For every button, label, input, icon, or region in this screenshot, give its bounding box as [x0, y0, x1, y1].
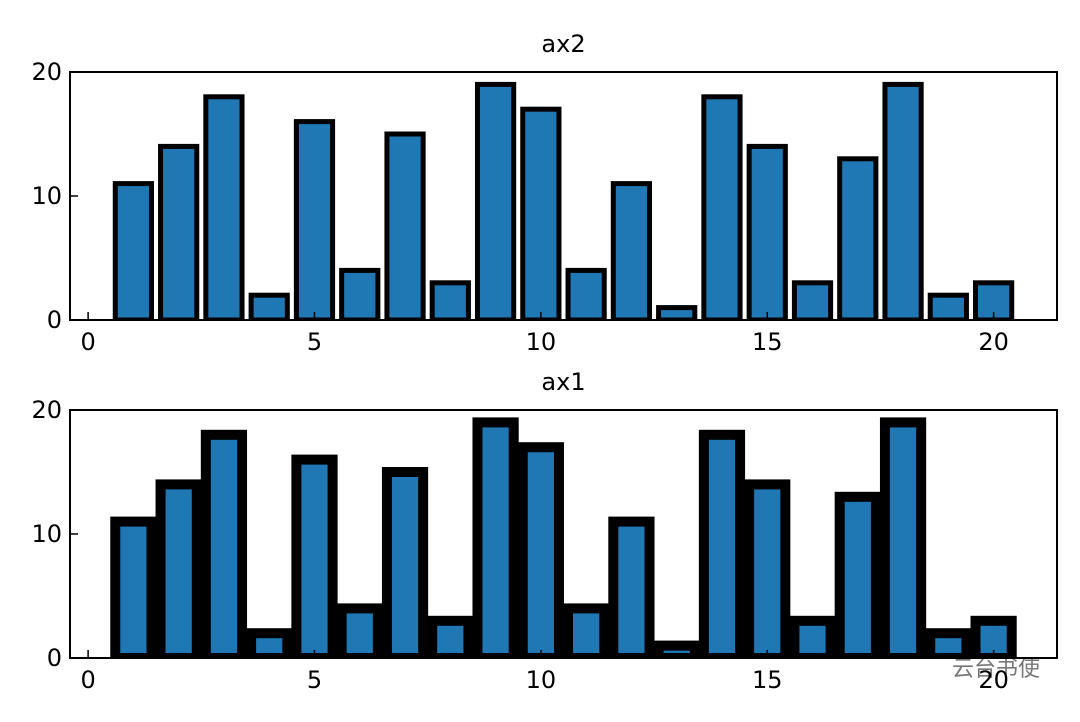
y-tick-label: 0	[47, 306, 62, 334]
bar	[746, 143, 788, 320]
x-tick-label: 15	[752, 666, 783, 694]
x-tick-label: 20	[978, 666, 1009, 694]
bar	[474, 81, 517, 320]
bar	[155, 479, 202, 658]
bar	[429, 280, 471, 320]
y-tick-label: 10	[31, 520, 62, 548]
x-tick-label: 10	[526, 328, 557, 356]
bar	[246, 628, 293, 658]
bar	[927, 292, 969, 320]
bar	[248, 292, 290, 320]
bar	[791, 280, 834, 320]
bar	[608, 516, 655, 658]
bars	[112, 81, 1015, 320]
bar	[520, 106, 562, 320]
bar	[973, 280, 1015, 320]
bars	[110, 417, 1017, 658]
x-tick-label: 20	[978, 328, 1009, 356]
x-tick-label: 10	[526, 666, 557, 694]
bar	[112, 181, 154, 320]
y-tick-label: 0	[47, 644, 62, 672]
bar	[110, 516, 157, 658]
bar	[384, 131, 426, 320]
bar	[698, 429, 746, 658]
x-tick-label: 5	[307, 666, 322, 694]
subplot-title: ax2	[541, 30, 585, 58]
x-tick-label: 15	[752, 328, 783, 356]
bar	[291, 454, 338, 658]
y-tick-label: 10	[31, 182, 62, 210]
bar	[427, 615, 474, 658]
bar	[563, 603, 610, 658]
bar	[472, 417, 519, 658]
x-tick-label: 0	[80, 328, 95, 356]
x-tick-label: 5	[307, 328, 322, 356]
bar	[293, 119, 336, 320]
bar	[517, 442, 564, 658]
y-tick-label: 20	[31, 58, 62, 86]
bar	[200, 429, 248, 658]
x-tick-label: 0	[80, 666, 95, 694]
bar	[610, 181, 653, 320]
bar	[565, 267, 607, 320]
bar	[834, 491, 881, 658]
watermark: 云台书使	[952, 657, 1040, 682]
bar	[837, 156, 879, 320]
bar	[925, 628, 972, 658]
bar	[339, 267, 381, 320]
bar	[653, 640, 700, 658]
subplot: ax1 0 5 10 15 20 0 10 20	[31, 368, 1058, 694]
bar	[701, 94, 743, 320]
subplot-title: ax1	[541, 368, 585, 396]
bar	[203, 94, 245, 320]
bar	[656, 305, 698, 320]
bar	[744, 479, 791, 658]
bar	[336, 603, 383, 658]
bar	[879, 417, 927, 658]
bar	[381, 467, 429, 658]
bar	[882, 81, 924, 320]
bar	[789, 615, 836, 658]
y-tick-label: 20	[31, 396, 62, 424]
subplot: ax2 0 5 10 15 20 0 10 20	[31, 30, 1058, 356]
bar	[158, 143, 200, 320]
